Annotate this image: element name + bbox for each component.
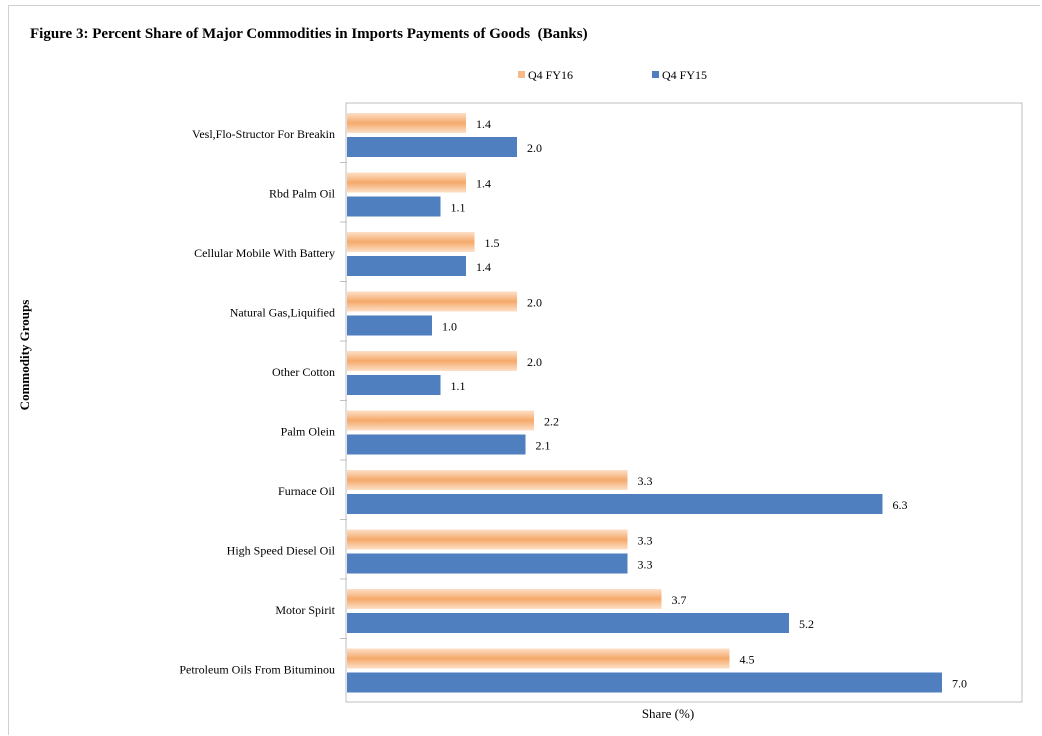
bar-q4-fy16 <box>347 529 628 550</box>
category-label: Palm Olein <box>281 425 335 439</box>
bar-q4-fy15 <box>347 375 441 395</box>
bars-group <box>340 113 942 693</box>
legend: Q4 FY16 Q4 FY15 <box>518 68 707 82</box>
bar-q4-fy16 <box>347 351 517 371</box>
plot-area <box>345 102 1023 703</box>
bar-q4-fy15 <box>347 315 432 336</box>
bar-q4-fy15 <box>347 672 942 693</box>
data-label: 6.3 <box>893 498 908 512</box>
chart-frame <box>8 5 1040 735</box>
y-axis-title: Commodity Groups <box>17 300 32 411</box>
bar-q4-fy15 <box>347 434 526 455</box>
data-label: 1.1 <box>451 379 466 393</box>
bar-q4-fy16 <box>347 291 517 312</box>
bar-q4-fy16 <box>347 589 662 609</box>
bar-q4-fy16 <box>347 113 466 133</box>
bar-q4-fy16 <box>347 410 534 431</box>
x-axis-title: Share (%) <box>642 706 694 721</box>
category-label: Rbd Palm Oil <box>269 187 336 201</box>
category-label: Other Cotton <box>272 365 335 379</box>
bar-q4-fy16 <box>347 172 466 193</box>
data-label: 5.2 <box>799 617 814 631</box>
category-label: Furnace Oil <box>278 484 336 498</box>
bar-q4-fy15 <box>347 553 628 574</box>
data-label: 3.7 <box>672 593 687 607</box>
data-label: 2.0 <box>527 296 542 310</box>
bar-q4-fy15 <box>347 196 441 217</box>
category-label: Vesl,Flo-Structor For Breakin <box>192 127 335 141</box>
data-label: 1.5 <box>485 236 500 250</box>
data-label: 3.3 <box>638 534 653 548</box>
category-label: Cellular Mobile With Battery <box>194 246 335 260</box>
data-label: 1.0 <box>442 320 457 334</box>
bar-q4-fy16 <box>347 232 475 252</box>
bar-q4-fy15 <box>347 137 517 157</box>
data-label: 1.4 <box>476 117 491 131</box>
bar-q4-fy16 <box>347 470 628 490</box>
data-label: 3.3 <box>638 474 653 488</box>
legend-label: Q4 FY16 <box>528 68 573 82</box>
category-label: Motor Spirit <box>275 603 335 617</box>
bar-q4-fy16 <box>347 648 730 669</box>
legend-swatch-q4-fy15 <box>652 71 659 78</box>
data-label: 2.1 <box>536 439 551 453</box>
data-label: 1.1 <box>451 201 466 215</box>
data-label: 4.5 <box>740 653 755 667</box>
chart-title: Figure 3: Percent Share of Major Commodi… <box>30 26 588 42</box>
category-label: High Speed Diesel Oil <box>227 544 336 558</box>
data-label: 1.4 <box>476 260 491 274</box>
data-label: 2.2 <box>544 415 559 429</box>
category-label: Petroleum Oils From Bituminou <box>179 663 335 677</box>
labels-group: Vesl,Flo-Structor For Breakin 1.4 2.0 Rbd P… <box>179 117 967 691</box>
bar-q4-fy15 <box>347 613 789 633</box>
legend-label: Q4 FY15 <box>662 68 707 82</box>
data-label: 3.3 <box>638 558 653 572</box>
data-label: 2.0 <box>527 141 542 155</box>
category-label: Natural Gas,Liquified <box>230 306 335 320</box>
data-label: 2.0 <box>527 355 542 369</box>
data-label: 7.0 <box>952 677 967 691</box>
data-label: 1.4 <box>476 177 491 191</box>
bar-q4-fy15 <box>347 494 883 514</box>
legend-swatch-q4-fy16 <box>518 71 525 78</box>
bar-q4-fy15 <box>347 256 466 276</box>
